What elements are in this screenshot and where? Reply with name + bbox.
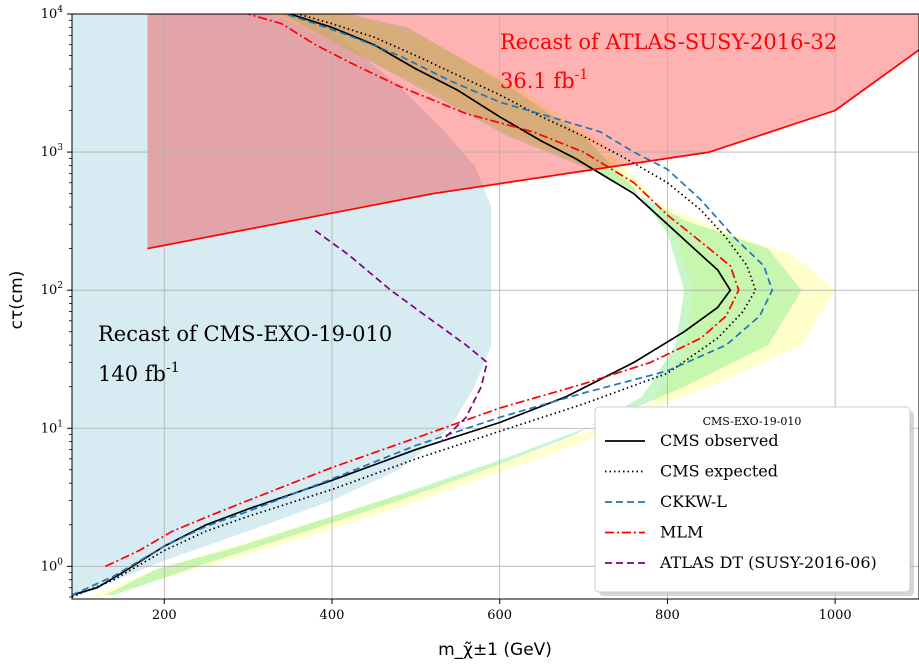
y-tick-label: 103: [41, 143, 64, 160]
legend-label: ATLAS DT (SUSY-2016-06): [659, 553, 877, 572]
annotation-cms-title: Recast of CMS-EXO-19-010: [98, 322, 392, 346]
series-lines: [72, 14, 919, 598]
region-3: [147, 14, 919, 249]
x-tick-label: 800: [655, 608, 680, 623]
legend-title: CMS-EXO-19-010: [703, 415, 802, 428]
x-tick-label: 200: [152, 608, 177, 623]
plot-frame: [71, 13, 919, 600]
legend-label: MLM: [660, 523, 703, 542]
region-1: [88, 14, 836, 597]
x-tick-label: 400: [320, 608, 345, 623]
region-2: [105, 14, 802, 595]
series-line-0: [72, 14, 732, 596]
x-tick-label: 1000: [819, 608, 852, 623]
series-line-3: [105, 14, 740, 568]
y-tick-label: 100: [41, 557, 64, 574]
region-0: [72, 14, 492, 599]
series-line-5: [147, 49, 919, 250]
axis-ticks: 200 400 600 800 1000 100 101 102 103 104: [41, 5, 852, 623]
x-tick-label: 600: [487, 608, 512, 623]
series-line-4: [314, 229, 488, 443]
annotation-cms-lumi: 140 fb-1: [98, 360, 180, 386]
legend: CMS-EXO-19-010 CMS observed CMS expected C…: [594, 406, 914, 596]
y-tick-label: 101: [41, 419, 63, 436]
legend-box: [594, 406, 911, 593]
y-tick-label: 104: [41, 5, 64, 22]
y-axis-label: cτ(cm): [7, 271, 27, 330]
y-tick-label: 102: [41, 281, 63, 298]
annotation-atlas-lumi: 36.1 fb-1: [500, 67, 588, 93]
series-line-1: [72, 14, 757, 598]
series-line-2: [72, 14, 774, 596]
shaded-regions: [72, 14, 919, 599]
x-axis-label: m_χ̃±1 (GeV): [438, 640, 552, 660]
annotation-atlas-title: Recast of ATLAS-SUSY-2016-32: [500, 30, 837, 54]
legend-label: CKKW-L: [660, 492, 727, 511]
legend-label: CMS expected: [660, 462, 778, 481]
legend-label: CMS observed: [660, 431, 779, 450]
